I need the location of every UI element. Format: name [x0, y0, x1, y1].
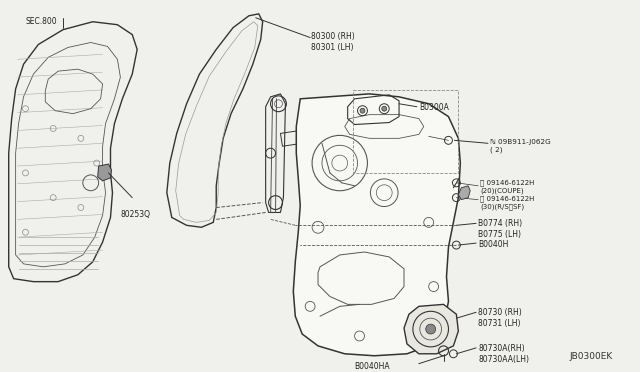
Text: 80253Q: 80253Q: [120, 209, 150, 218]
Circle shape: [426, 324, 436, 334]
Text: ℕ 09B911-J062G
( 2): ℕ 09B911-J062G ( 2): [490, 140, 551, 153]
Polygon shape: [98, 164, 111, 181]
Text: JB0300EK: JB0300EK: [569, 352, 612, 361]
Text: B0774 (RH)
B0775 (LH): B0774 (RH) B0775 (LH): [478, 219, 522, 240]
Polygon shape: [458, 186, 470, 200]
Text: B0040HA: B0040HA: [355, 362, 390, 371]
Polygon shape: [404, 304, 458, 354]
Polygon shape: [293, 94, 460, 356]
Text: 80730A(RH)
80730AA(LH): 80730A(RH) 80730AA(LH): [478, 344, 529, 364]
Text: 80730 (RH)
80731 (LH): 80730 (RH) 80731 (LH): [478, 308, 522, 328]
Text: B0040H: B0040H: [478, 240, 509, 249]
Text: Ⓒ 09146-6122H
(20)(COUPE): Ⓒ 09146-6122H (20)(COUPE): [480, 180, 534, 195]
Text: 80300 (RH)
80301 (LH): 80300 (RH) 80301 (LH): [311, 32, 355, 52]
Circle shape: [382, 106, 387, 111]
Text: Ⓒ 09146-6122H
(30)(R/S⧹SF): Ⓒ 09146-6122H (30)(R/S⧹SF): [480, 196, 534, 211]
Circle shape: [360, 108, 365, 113]
Text: B0300A: B0300A: [419, 103, 449, 112]
Text: SEC.800: SEC.800: [26, 17, 57, 26]
